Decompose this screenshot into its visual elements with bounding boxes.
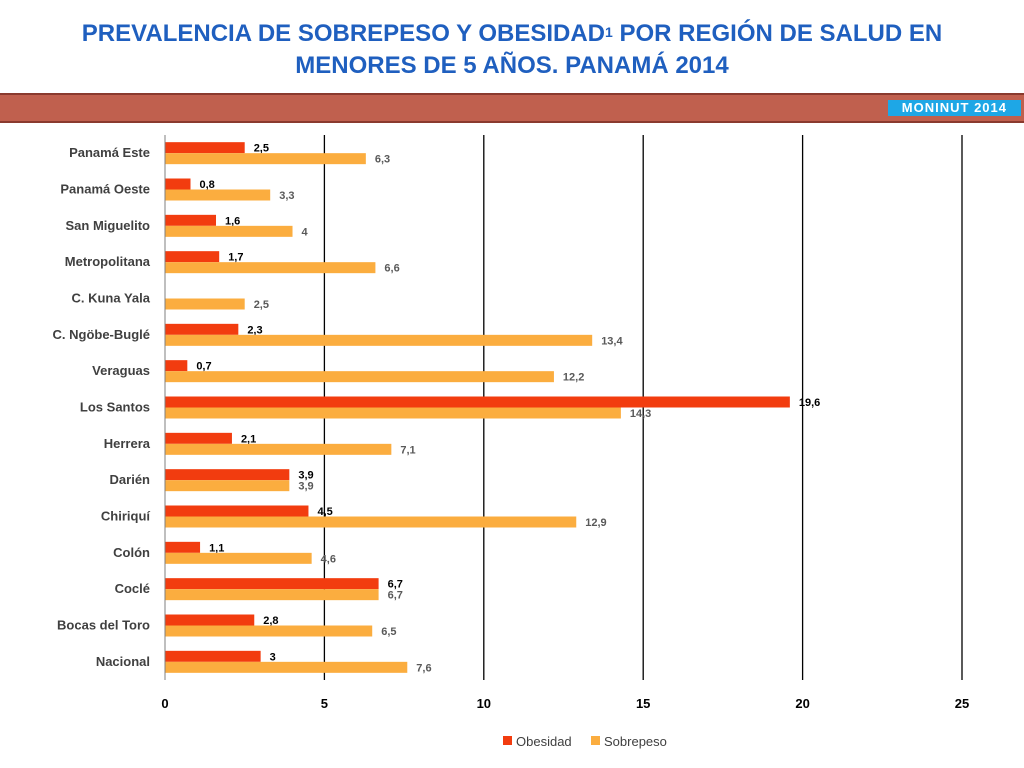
bar-sobrepeso-1	[165, 189, 271, 201]
data-label-sobrepeso-6: 12,2	[563, 372, 584, 384]
title-text-part1: PREVALENCIA DE SOBREPESO Y OBESIDAD	[81, 20, 606, 47]
data-label-obesidad-6: 0,7	[196, 361, 211, 373]
data-label-obesidad-13: 2,8	[263, 615, 278, 627]
data-label-obesidad-8: 2,1	[241, 433, 256, 445]
bar-obesidad-0	[165, 142, 245, 154]
data-label-obesidad-2: 1,6	[225, 215, 240, 227]
legend-swatch-sobrepeso	[591, 736, 600, 745]
bar-sobrepeso-9	[165, 480, 290, 492]
category-label-10: Chiriquí	[101, 509, 150, 524]
bar-sobrepeso-11	[165, 552, 312, 564]
category-label-5: C. Ngöbe-Buglé	[53, 327, 151, 342]
data-label-sobrepeso-2: 4	[302, 226, 309, 238]
bar-obesidad-2	[165, 214, 217, 226]
category-label-1: Panamá Oeste	[60, 182, 150, 197]
x-tick-label-3: 15	[636, 696, 650, 711]
data-label-sobrepeso-1: 3,3	[279, 190, 294, 202]
bar-sobrepeso-5	[165, 334, 593, 346]
bar-obesidad-3	[165, 251, 220, 263]
category-label-4: C. Kuna Yala	[71, 291, 150, 306]
bar-chart: Panamá Este 2,5 6,3 Panamá Oeste 0,8 3,3 San M…	[53, 135, 969, 749]
category-label-0: Panamá Este	[69, 145, 150, 160]
data-label-sobrepeso-4: 2,5	[254, 299, 269, 311]
category-label-13: Bocas del Toro	[57, 618, 150, 633]
bar-obesidad-11	[165, 541, 201, 553]
data-label-obesidad-0: 2,5	[254, 143, 269, 155]
category-label-2: San Miguelito	[66, 218, 151, 233]
data-label-sobrepeso-10: 12,9	[585, 517, 606, 529]
bar-sobrepeso-12	[165, 589, 379, 601]
bar-obesidad-5	[165, 323, 239, 335]
x-tick-label-0: 0	[161, 696, 168, 711]
legend-label-obesidad: Obesidad	[516, 734, 572, 749]
bar-sobrepeso-13	[165, 625, 373, 637]
legend-swatch-obesidad	[503, 736, 512, 745]
legend-label-sobrepeso: Sobrepeso	[604, 734, 667, 749]
bar-sobrepeso-7	[165, 407, 621, 419]
data-label-obesidad-10: 4,5	[317, 506, 332, 518]
category-label-12: Coclé	[115, 581, 150, 596]
bar-sobrepeso-0	[165, 153, 366, 165]
category-label-6: Veraguas	[92, 363, 150, 378]
bar-sobrepeso-10	[165, 516, 577, 528]
bar-obesidad-14	[165, 650, 261, 662]
data-label-obesidad-3: 1,7	[228, 252, 243, 264]
data-label-sobrepeso-14: 7,6	[416, 662, 431, 674]
x-tick-label-5: 25	[955, 696, 969, 711]
moninut-badge: MONINUT 2014	[887, 100, 1021, 116]
data-label-obesidad-1: 0,8	[200, 179, 215, 191]
data-label-obesidad-12: 6,7	[388, 579, 403, 591]
data-label-obesidad-14: 3	[270, 651, 276, 663]
category-label-8: Herrera	[104, 436, 151, 451]
x-tick-label-2: 10	[477, 696, 491, 711]
data-label-sobrepeso-0: 6,3	[375, 154, 390, 166]
bar-obesidad-9	[165, 469, 290, 481]
data-label-sobrepeso-11: 4,6	[321, 553, 336, 565]
bar-sobrepeso-6	[165, 371, 554, 383]
data-label-obesidad-7: 19,6	[799, 397, 820, 409]
data-label-sobrepeso-5: 13,4	[601, 335, 623, 347]
category-label-7: Los Santos	[80, 400, 150, 415]
data-label-sobrepeso-7: 14,3	[630, 408, 651, 420]
bar-obesidad-12	[165, 578, 379, 590]
x-tick-label-1: 5	[321, 696, 328, 711]
bar-sobrepeso-8	[165, 443, 392, 455]
header-banner: MONINUT 2014	[0, 93, 1024, 123]
data-label-obesidad-5: 2,3	[247, 324, 262, 336]
bar-obesidad-1	[165, 178, 191, 190]
title-text-part2: POR REGIÓN DE SALUD EN MENORES DE 5 AÑOS…	[295, 20, 943, 79]
bar-obesidad-13	[165, 614, 255, 626]
bar-sobrepeso-3	[165, 262, 376, 274]
category-label-11: Colón	[113, 545, 150, 560]
bar-sobrepeso-14	[165, 661, 408, 673]
data-label-obesidad-9: 3,9	[298, 470, 313, 482]
chart-title: PREVALENCIA DE SOBREPESO Y OBESIDAD1 POR…	[20, 18, 1004, 82]
x-tick-label-4: 20	[795, 696, 809, 711]
bar-sobrepeso-4	[165, 298, 245, 310]
data-label-sobrepeso-9: 3,9	[298, 481, 313, 493]
data-label-sobrepeso-12: 6,7	[388, 590, 403, 602]
data-label-obesidad-11: 1,1	[209, 542, 224, 554]
bar-obesidad-6	[165, 360, 188, 372]
data-label-sobrepeso-13: 6,5	[381, 626, 396, 638]
bar-obesidad-8	[165, 432, 232, 444]
category-label-9: Darién	[110, 472, 151, 487]
title-superscript: 1	[605, 24, 613, 40]
bar-sobrepeso-2	[165, 225, 293, 237]
category-label-3: Metropolitana	[65, 254, 151, 269]
data-label-sobrepeso-8: 7,1	[400, 444, 415, 456]
bar-obesidad-7	[165, 396, 790, 408]
data-label-sobrepeso-3: 6,6	[384, 263, 399, 275]
category-label-14: Nacional	[96, 654, 150, 669]
bar-obesidad-10	[165, 505, 309, 517]
